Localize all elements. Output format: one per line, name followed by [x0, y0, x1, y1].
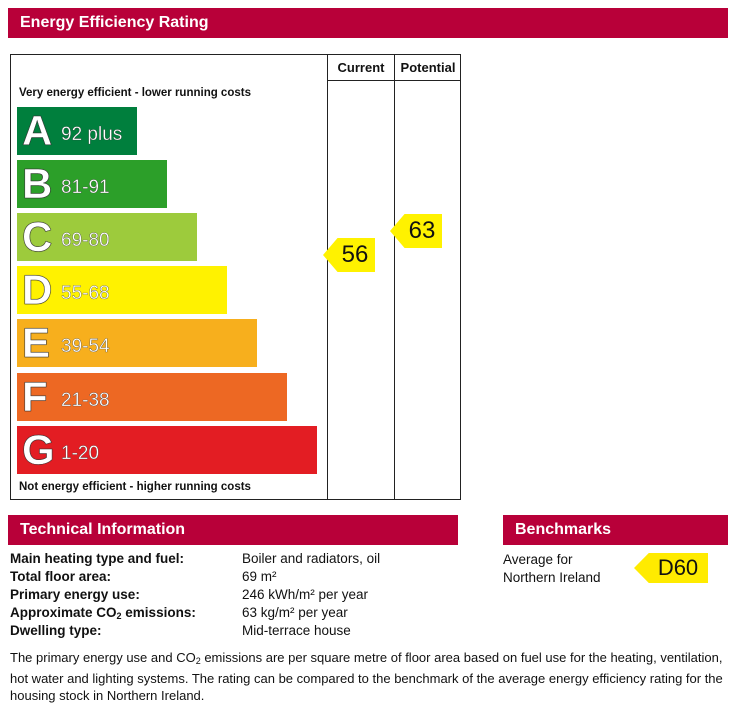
rating-band-b: B 81-91: [17, 160, 167, 208]
tech-value: 63 kg/m² per year: [242, 605, 348, 620]
tech-value: 69 m²: [242, 569, 277, 584]
band-range: 69-80: [61, 230, 110, 251]
band-letter: E: [22, 319, 51, 366]
tech-row-dwelling: Dwelling type: Mid-terrace house: [10, 623, 460, 641]
tech-label: Approximate CO2 emissions:: [10, 605, 196, 621]
column-divider: [327, 55, 328, 499]
band-letter: G: [22, 426, 55, 473]
rating-band-e: E 39-54: [17, 319, 257, 367]
band-letter: B: [22, 160, 53, 207]
footnote-subscript: 2: [195, 656, 201, 666]
footnote-text: The primary energy use and CO: [10, 650, 196, 665]
energy-rating-title: Energy Efficiency Rating: [20, 14, 209, 31]
benchmarks-title: Benchmarks: [515, 521, 612, 538]
tech-label-prefix: Approximate CO: [10, 605, 117, 620]
band-range: 39-54: [61, 336, 110, 357]
band-range: 1-20: [61, 443, 100, 464]
header-divider: [327, 80, 460, 81]
tech-label: Main heating type and fuel:: [10, 551, 185, 566]
tech-value: Mid-terrace house: [242, 623, 351, 638]
rating-band-f: F 21-38: [17, 373, 287, 421]
band-range: 21-38: [61, 390, 110, 411]
current-rating-value: 56: [341, 241, 369, 268]
benchmark-value: D60: [657, 555, 699, 580]
technical-info-list: Main heating type and fuel: Boiler and r…: [10, 551, 460, 641]
tech-label: Total floor area:: [10, 569, 112, 584]
band-range: 92 plus: [61, 124, 123, 145]
tech-row-floor-area: Total floor area: 69 m²: [10, 569, 460, 587]
band-range: 55-68: [61, 283, 110, 304]
tech-value: 246 kWh/m² per year: [242, 587, 369, 602]
footnote-text-continued: emissions are per square metre of floor …: [10, 650, 723, 703]
inefficient-caption: Not energy efficient - higher running co…: [19, 481, 251, 493]
efficient-caption: Very energy efficient - lower running co…: [19, 87, 251, 99]
tech-label-subscript: 2: [116, 611, 122, 621]
tech-label: Dwelling type:: [10, 623, 102, 638]
benchmark-label: Average for Northern Ireland: [503, 552, 601, 585]
footnote: The primary energy use and CO2 emissions…: [10, 649, 730, 704]
technical-info-title: Technical Information: [20, 521, 186, 538]
rating-band-d: D 55-68: [17, 266, 227, 314]
rating-table: Current Potential Very energy efficient …: [10, 54, 461, 500]
benchmarks-header: Benchmarks: [503, 515, 728, 545]
benchmark-marker: D60: [634, 553, 708, 583]
band-letter: A: [22, 107, 53, 154]
tech-label: Primary energy use:: [10, 587, 140, 602]
current-column-header: Current: [337, 60, 385, 75]
tech-row-heating: Main heating type and fuel: Boiler and r…: [10, 551, 460, 569]
technical-info-header: Technical Information: [8, 515, 458, 545]
band-range: 81-91: [61, 177, 110, 198]
rating-band-a: A 92 plus: [17, 107, 137, 155]
potential-column-header: Potential: [400, 60, 456, 75]
tech-row-primary-energy: Primary energy use: 246 kWh/m² per year: [10, 587, 460, 605]
band-letter: C: [22, 213, 53, 260]
band-letter: F: [22, 373, 48, 420]
band-letter: D: [22, 266, 53, 313]
tech-row-co2: Approximate CO2 emissions: 63 kg/m² per …: [10, 605, 460, 623]
rating-band-c: C 69-80: [17, 213, 197, 261]
tech-value: Boiler and radiators, oil: [242, 551, 381, 566]
energy-rating-header: Energy Efficiency Rating: [8, 8, 728, 38]
tech-label-suffix: emissions:: [121, 605, 196, 620]
potential-rating-value: 63: [408, 217, 436, 244]
rating-band-g: G 1-20: [17, 426, 317, 474]
column-divider: [394, 55, 395, 499]
